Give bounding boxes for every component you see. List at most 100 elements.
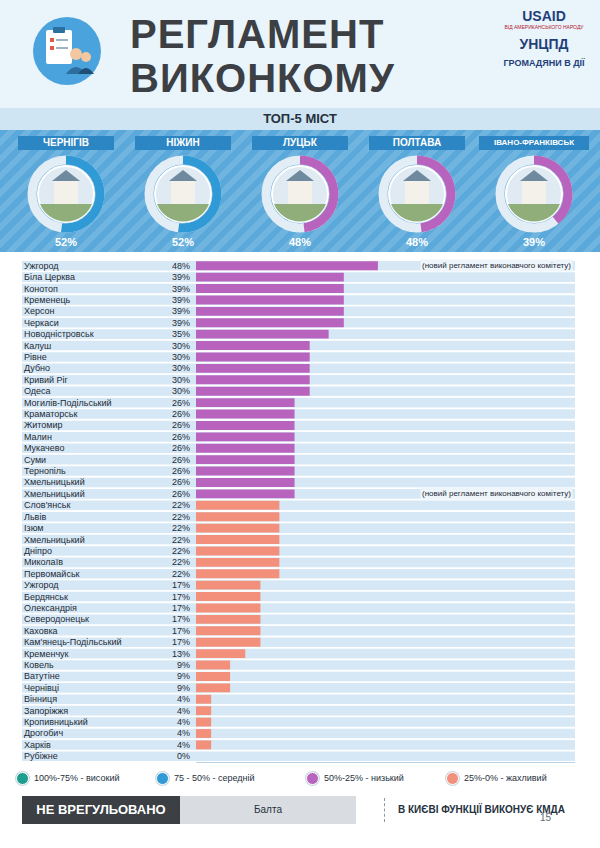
svg-text:22%: 22% [172,535,190,545]
svg-text:Кропивницький: Кропивницький [24,717,88,727]
svg-text:Северодонецьк: Северодонецьк [24,614,89,624]
svg-text:26%: 26% [172,409,190,419]
svg-text:4%: 4% [177,694,190,704]
svg-text:Хмельницький: Хмельницький [24,477,85,487]
svg-text:Ужгород: Ужгород [24,261,59,271]
html-text:48%: 48% [406,236,428,248]
svg-text:30%: 30% [172,341,190,351]
svg-text:48%: 48% [172,261,190,271]
svg-text:Каховка: Каховка [24,626,58,636]
svg-text:17%: 17% [172,626,190,636]
svg-text:39%: 39% [172,272,190,282]
svg-text:Кривий Ріг: Кривий Ріг [24,375,69,385]
svg-text:Могилів-Подільський: Могилів-Подільський [24,398,112,408]
svg-text:Калуш: Калуш [24,341,51,351]
svg-text:Харків: Харків [24,740,51,750]
svg-text:Житомир: Житомир [24,420,63,430]
svg-text:39%: 39% [172,295,190,305]
svg-text:Конотоп: Конотоп [24,284,58,294]
svg-text:39%: 39% [172,306,190,316]
svg-text:Суми: Суми [24,455,46,465]
svg-text:Краматорськ: Краматорськ [24,409,77,419]
svg-text:Мукачево: Мукачево [24,443,64,453]
svg-text:26%: 26% [172,477,190,487]
svg-text:Хмельницький: Хмельницький [24,489,85,499]
svg-text:Херсон: Херсон [24,306,55,316]
svg-text:Слов'янськ: Слов'янськ [24,500,70,510]
svg-text:22%: 22% [172,546,190,556]
html-text:48%: 48% [289,236,311,248]
svg-text:17%: 17% [172,580,190,590]
svg-text:26%: 26% [172,443,190,453]
svg-text:22%: 22% [172,557,190,567]
svg-text:39%: 39% [172,284,190,294]
svg-text:Бердянськ: Бердянськ [24,592,68,602]
svg-text:Львів: Львів [24,512,46,522]
svg-text:Миколаїв: Миколаїв [24,557,63,567]
svg-text:Ковель: Ковель [24,660,54,670]
svg-text:22%: 22% [172,500,190,510]
svg-text:Дубно: Дубно [24,363,50,373]
svg-text:4%: 4% [177,717,190,727]
html-text:ТОП-5 МІСТ: ТОП-5 МІСТ [263,111,337,126]
svg-text:26%: 26% [172,432,190,442]
svg-text:(новий регламент виконавчого к: (новий регламент виконавчого комітету) [422,489,571,498]
svg-text:26%: 26% [172,489,190,499]
svg-text:Кам'янець-Подільський: Кам'янець-Подільський [24,637,122,647]
svg-text:30%: 30% [172,386,190,396]
svg-text:9%: 9% [177,660,190,670]
svg-text:Кременчук: Кременчук [24,649,69,659]
svg-text:26%: 26% [172,420,190,430]
svg-text:Тернопіль: Тернопіль [24,466,66,476]
svg-text:22%: 22% [172,512,190,522]
html-text:USAID: USAID [522,8,566,24]
svg-text:30%: 30% [172,375,190,385]
svg-text:13%: 13% [172,649,190,659]
svg-text:Малин: Малин [24,432,52,442]
svg-text:Одеса: Одеса [24,386,51,396]
svg-text:9%: 9% [177,683,190,693]
html-text:НЕ ВРЕГУЛЬОВАНО: НЕ ВРЕГУЛЬОВАНО [36,802,166,817]
svg-text:Дніпро: Дніпро [24,546,52,556]
svg-text:Вінниця: Вінниця [24,694,57,704]
svg-text:Хмельницький: Хмельницький [24,535,85,545]
svg-text:26%: 26% [172,455,190,465]
html-text:52%: 52% [55,236,77,248]
svg-text:Кременець: Кременець [24,295,71,305]
svg-text:Запоріжжя: Запоріжжя [24,706,68,716]
svg-text:4%: 4% [177,706,190,716]
svg-text:Біла Церква: Біла Церква [24,272,75,282]
svg-text:Рівне: Рівне [24,352,47,362]
svg-text:Новодністровськ: Новодністровськ [24,329,94,339]
svg-text:35%: 35% [172,329,190,339]
svg-text:(новий регламент виконавчого к: (новий регламент виконавчого комітету) [422,261,571,270]
svg-text:Рубіжне: Рубіжне [24,751,58,761]
svg-text:30%: 30% [172,363,190,373]
svg-text:Чернівці: Чернівці [24,683,59,693]
svg-text:39%: 39% [172,318,190,328]
svg-text:9%: 9% [177,671,190,681]
svg-text:30%: 30% [172,352,190,362]
svg-text:Олександрія: Олександрія [24,603,77,613]
html-text:УНЦПД: УНЦПД [519,36,569,52]
svg-text:Первомайськ: Первомайськ [24,569,80,579]
svg-text:26%: 26% [172,466,190,476]
html-text:ВИКОНКОМУ: ВИКОНКОМУ [130,56,395,100]
svg-text:Дрогобич: Дрогобич [24,728,63,738]
svg-text:Ужгород: Ужгород [24,580,59,590]
svg-text:22%: 22% [172,523,190,533]
svg-text:4%: 4% [177,728,190,738]
html-text:РЕГЛАМЕНТ: РЕГЛАМЕНТ [130,12,385,56]
svg-text:17%: 17% [172,637,190,647]
svg-text:Ватутіне: Ватутіне [24,671,60,681]
svg-text:17%: 17% [172,592,190,602]
svg-text:4%: 4% [177,740,190,750]
svg-text:22%: 22% [172,569,190,579]
html-text:52%: 52% [172,236,194,248]
svg-text:17%: 17% [172,614,190,624]
svg-text:17%: 17% [172,603,190,613]
svg-text:26%: 26% [172,398,190,408]
svg-text:Черкаси: Черкаси [24,318,59,328]
svg-text:0%: 0% [177,751,190,761]
svg-text:Ізюм: Ізюм [24,523,43,533]
